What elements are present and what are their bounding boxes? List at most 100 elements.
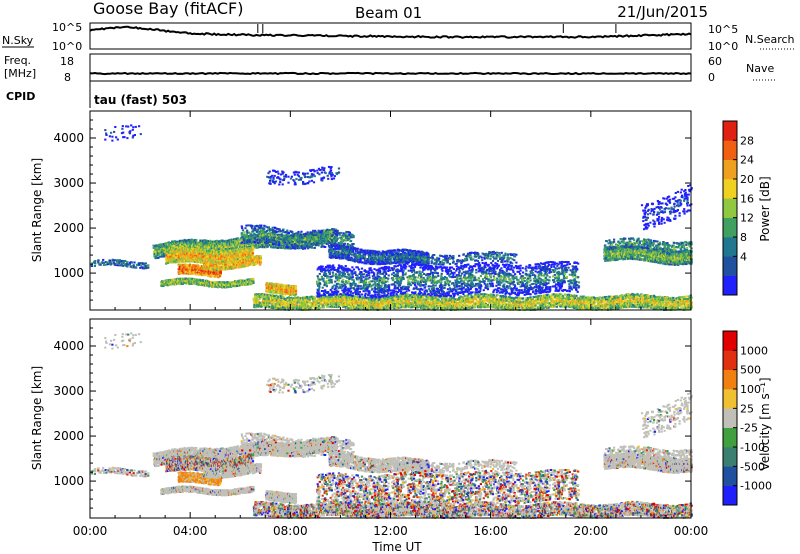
power-cell (267, 242, 269, 244)
power-cell (307, 234, 309, 236)
power-cell (278, 243, 280, 245)
power-cell (240, 239, 242, 241)
cpid-value: tau (fast) 503 (94, 93, 187, 107)
power-cell (219, 275, 221, 277)
power-cell (309, 241, 311, 243)
power-cell (314, 234, 316, 236)
noise-panel: N.Sky 10^5 10^0 10^5 10^0 N.Search (2, 21, 795, 53)
power-cell (135, 267, 137, 269)
nave-right-tick-bottom: 0 (708, 71, 715, 84)
power-scatter-cells (91, 124, 693, 311)
power-cell (237, 237, 239, 239)
power-cell (94, 260, 96, 262)
power-cell (307, 236, 309, 238)
power-cell (195, 239, 197, 241)
power-cell (263, 228, 265, 230)
power-cell (241, 234, 243, 236)
power-cell (268, 234, 270, 236)
power-cell (311, 232, 313, 234)
power-cell (245, 225, 247, 227)
power-cell (295, 285, 297, 287)
nave-label: Nave (746, 62, 774, 75)
noise-right-tick-top: 10^5 (708, 23, 738, 36)
power-cell (304, 248, 306, 250)
power-cell (242, 229, 244, 231)
power-cell (334, 236, 336, 238)
power-cell (243, 234, 245, 236)
power-cell (175, 257, 177, 259)
power-cell (131, 262, 133, 264)
power-cell (252, 246, 254, 248)
power-cell (312, 230, 314, 232)
power-cell (323, 238, 325, 240)
power-cell (252, 252, 254, 254)
power-cell (331, 237, 333, 239)
power-cell (220, 272, 222, 274)
power-cell (102, 259, 104, 261)
power-cell (324, 246, 326, 248)
power-cell (260, 259, 262, 261)
power-cell (320, 246, 322, 248)
power-cell (297, 245, 299, 247)
power-cell (325, 234, 327, 236)
power-cell (298, 243, 300, 245)
power-cell (289, 247, 291, 249)
power-cell (147, 267, 149, 269)
power-cell (327, 232, 329, 234)
freq-label-bottom: [MHz] (4, 67, 36, 80)
noise-search-label: N.Search (745, 33, 795, 46)
power-cell (286, 244, 288, 246)
power-cell (260, 261, 262, 263)
power-cell (100, 264, 102, 266)
power-cell (145, 262, 147, 264)
power-cell (260, 225, 262, 227)
power-cell (291, 231, 293, 233)
power-cell (331, 239, 333, 241)
power-cell (256, 231, 258, 233)
power-cell (304, 235, 306, 237)
power-cell (337, 230, 339, 232)
power-cell (268, 226, 270, 228)
power-cell (139, 267, 141, 269)
power-cell (314, 247, 316, 249)
freq-panel: Freq. [MHz] 18 8 60 0 Nave (4, 54, 776, 84)
noise-left-tick-bottom: 10^0 (52, 40, 82, 53)
power-cell (307, 239, 309, 241)
noise-left-tick-top: 10^5 (52, 21, 82, 34)
power-cell (275, 231, 277, 233)
freq-left-tick-top: 18 (60, 55, 74, 68)
power-cell (254, 238, 256, 240)
freq-left-tick-bottom: 8 (64, 71, 71, 84)
power-cell (241, 227, 243, 229)
power-cell (126, 261, 128, 263)
power-cell (94, 265, 96, 267)
power-cell (328, 229, 330, 231)
power-cell (278, 241, 280, 243)
power-cell (161, 252, 163, 254)
station-title: Goose Bay (fitACF) (93, 0, 243, 18)
power-cell (295, 288, 297, 290)
nave-right-tick-top: 60 (708, 55, 722, 68)
power-cell (244, 227, 246, 229)
power-cell (321, 230, 323, 232)
power-cell (298, 247, 300, 249)
noise-spike-markers (258, 24, 616, 33)
power-cell (281, 233, 283, 235)
power-cell (326, 229, 328, 231)
power-cell (323, 235, 325, 237)
power-cell (301, 243, 303, 245)
power-cell (257, 229, 259, 231)
power-cell (124, 260, 126, 262)
power-cell (281, 235, 283, 237)
power-cell (300, 231, 302, 233)
date-title: 21/Jun/2015 (617, 3, 708, 21)
power-cell (278, 238, 280, 240)
power-cell (126, 266, 128, 268)
power-cell (307, 243, 309, 245)
freq-panel-frame (90, 54, 691, 81)
noise-sky-label: N.Sky (2, 34, 34, 47)
cpid-label: CPID (6, 90, 35, 103)
power-cell (246, 235, 248, 237)
